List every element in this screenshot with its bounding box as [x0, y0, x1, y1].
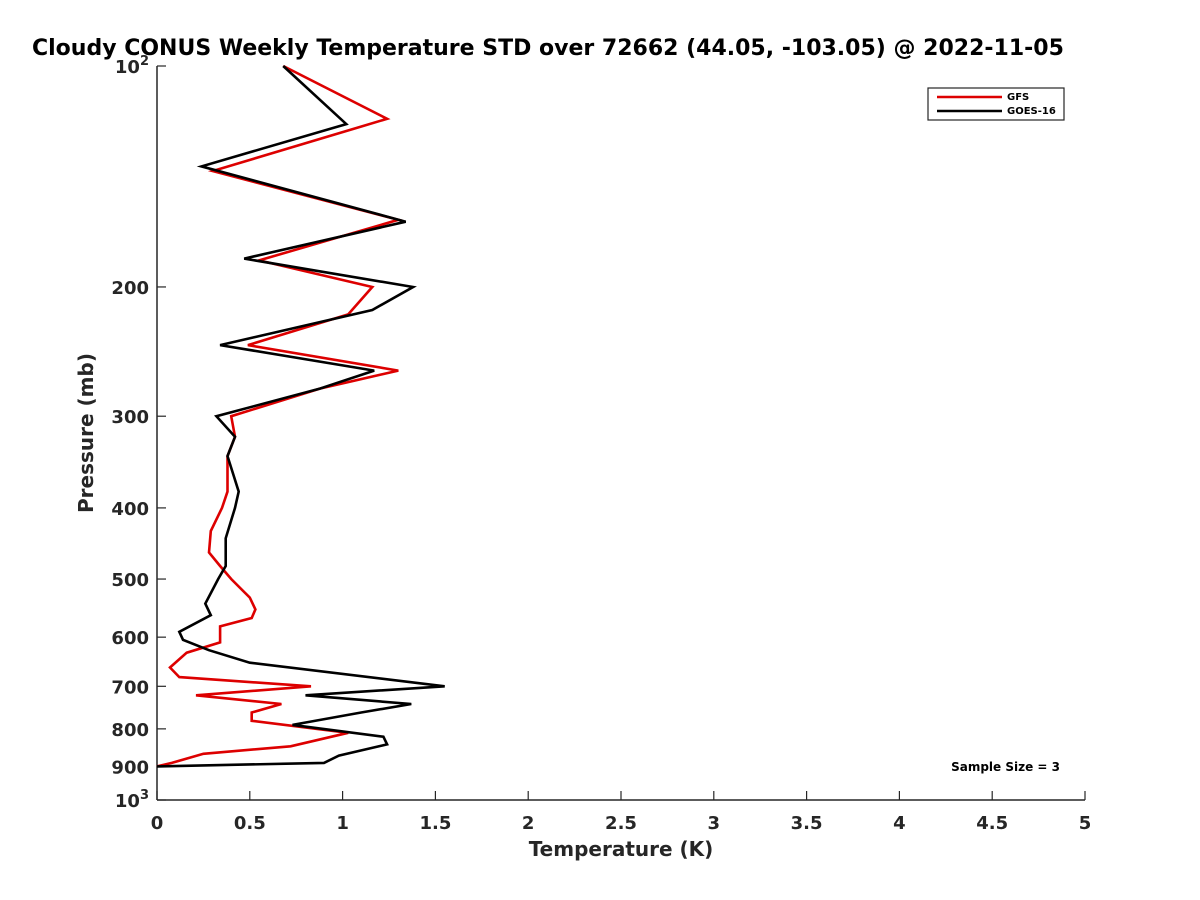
x-tick-label: 2: [522, 813, 535, 834]
y-tick-label-base: 800: [111, 720, 149, 741]
y-tick-label-base: 300: [111, 407, 149, 428]
y-tick-label-base: 900: [111, 757, 149, 778]
x-axis-label: Temperature (K): [529, 837, 714, 861]
x-tick-label: 1.5: [419, 813, 451, 834]
legend-label-goes16: GOES-16: [1007, 106, 1056, 117]
legend-label-gfs: GFS: [1007, 92, 1029, 103]
x-tick-label: 0: [151, 813, 164, 834]
y-tick-label-base: 700: [111, 677, 149, 698]
series-line-gfs: [156, 64, 404, 768]
series-line-goes16: [156, 65, 445, 768]
legend: GFS GOES-16: [927, 87, 1065, 121]
y-tick-label: 400: [111, 499, 149, 520]
y-tick-label-base: 10: [115, 791, 140, 812]
y-tick-label-base: 400: [111, 499, 149, 520]
y-tick-label: 800: [111, 720, 149, 741]
y-tick-label-base: 200: [111, 278, 149, 299]
x-tick-label: 4.5: [976, 813, 1008, 834]
y-tick-label: 900: [111, 757, 149, 778]
series-lines: [156, 64, 445, 768]
y-tick-label: 300: [111, 407, 149, 428]
y-tick-label-exponent: 2: [140, 54, 149, 69]
x-tick-label: 2.5: [605, 813, 637, 834]
x-tick-label: 3: [708, 813, 721, 834]
y-tick-label-base: 10: [115, 57, 140, 78]
x-tick-label: 3.5: [791, 813, 823, 834]
legend-box: [927, 87, 1065, 121]
y-tick-label: 103: [115, 788, 149, 812]
plot-area: 0 0.5 1 1.5 2 2.5 3 3.5 4 4.5 5 102200300400500600…: [111, 54, 1091, 834]
chart-title: Cloudy CONUS Weekly Temperature STD over…: [32, 36, 1064, 61]
y-tick-label: 700: [111, 677, 149, 698]
y-tick-label-base: 600: [111, 628, 149, 649]
sample-size-annotation: Sample Size = 3: [951, 760, 1060, 774]
y-tick-label: 102: [115, 54, 149, 78]
x-tick-label: 1: [336, 813, 349, 834]
y-tick-label-base: 500: [111, 570, 149, 591]
y-tick-label: 500: [111, 570, 149, 591]
y-tick-label: 200: [111, 278, 149, 299]
y-tick-label: 600: [111, 628, 149, 649]
x-tick-label: 0.5: [234, 813, 266, 834]
y-axis-label: Pressure (mb): [74, 353, 98, 513]
x-ticks: 0 0.5 1 1.5 2 2.5 3 3.5 4 4.5 5: [151, 791, 1092, 834]
x-tick-label: 5: [1079, 813, 1092, 834]
x-tick-label: 4: [893, 813, 906, 834]
y-tick-label-exponent: 3: [140, 788, 149, 803]
